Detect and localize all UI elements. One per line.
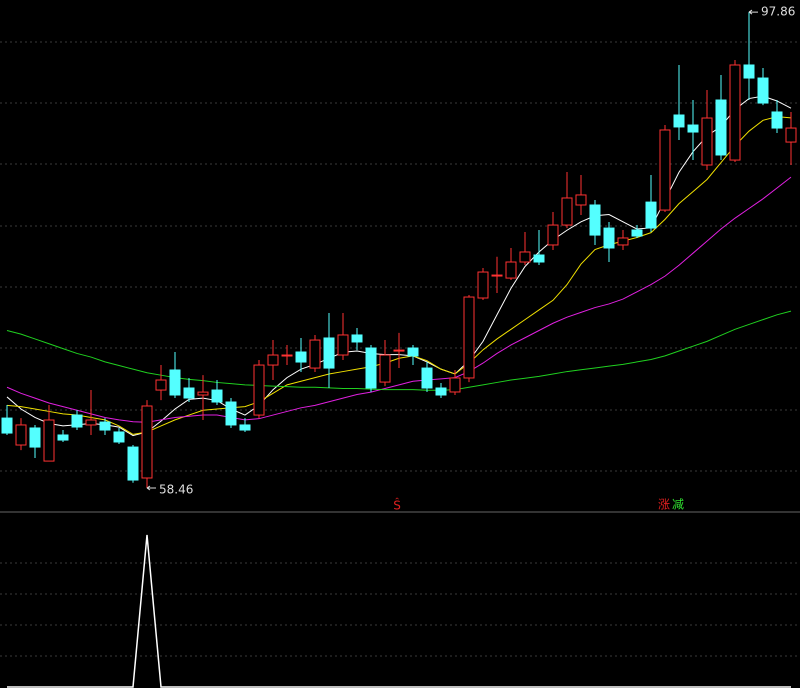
candle-body <box>519 251 531 263</box>
candle-body <box>435 387 447 396</box>
candle-body <box>57 434 69 441</box>
candle-body <box>1 417 13 434</box>
candle-body <box>701 117 713 166</box>
candle-body <box>71 414 83 428</box>
candle-body <box>239 424 251 431</box>
candle-body <box>141 405 153 479</box>
candle-body <box>673 114 685 128</box>
min-arrow <box>146 485 156 491</box>
moving-average-line <box>6 176 792 423</box>
candle-body <box>295 351 307 363</box>
price-grid <box>0 41 800 657</box>
candle-body <box>99 421 111 431</box>
candle-body <box>365 347 377 389</box>
candle-body <box>547 224 559 246</box>
candle-body <box>379 354 391 383</box>
candle-body <box>15 424 27 446</box>
candle-body <box>533 254 545 263</box>
candle-body <box>309 339 321 369</box>
max-price-label: 97.86 <box>761 5 795 19</box>
candle-body <box>603 227 615 249</box>
candle-body <box>743 64 755 79</box>
candle-body <box>407 347 419 357</box>
candle-body <box>561 197 573 226</box>
candle-body <box>211 389 223 403</box>
candle-body <box>491 274 503 277</box>
signal-rise: 涨 <box>658 497 670 512</box>
candle-body <box>183 387 195 399</box>
candle-body <box>729 64 741 161</box>
candle-body <box>575 194 587 206</box>
candle-body <box>645 201 657 229</box>
candle-body <box>225 401 237 426</box>
candle-body <box>29 427 41 448</box>
candle-body <box>253 364 265 416</box>
indicator-line <box>7 534 791 688</box>
candle-body <box>449 377 461 393</box>
candle-body <box>267 354 279 366</box>
candle-body <box>757 77 769 104</box>
candle-body <box>771 111 783 129</box>
candle-body <box>155 379 167 391</box>
signal-reduce: 减 <box>672 498 684 512</box>
candle-body <box>477 271 489 299</box>
candle-body <box>85 419 97 426</box>
candle-body <box>281 354 293 357</box>
candle-body <box>785 127 797 143</box>
candle-body <box>589 204 601 236</box>
candle-body <box>715 99 727 156</box>
candle-body <box>393 349 405 352</box>
candle-body <box>631 229 643 237</box>
signal-sell: Ŝ <box>393 498 401 513</box>
candle-body <box>197 391 209 396</box>
candle-body <box>169 369 181 396</box>
candle-body <box>687 124 699 133</box>
moving-average-line <box>6 310 792 391</box>
candle-body <box>351 334 363 343</box>
candle-body <box>421 367 433 389</box>
candle-body <box>127 446 139 481</box>
max-arrow <box>748 9 758 15</box>
candle-body <box>323 337 335 369</box>
candle-body <box>659 129 671 211</box>
min-price-label: 58.46 <box>159 483 193 497</box>
candle-body <box>505 261 517 279</box>
candle-body <box>463 296 475 379</box>
candle-body <box>617 237 629 246</box>
candle-body <box>337 334 349 356</box>
candle-body <box>113 431 125 443</box>
candle-body <box>43 419 55 462</box>
